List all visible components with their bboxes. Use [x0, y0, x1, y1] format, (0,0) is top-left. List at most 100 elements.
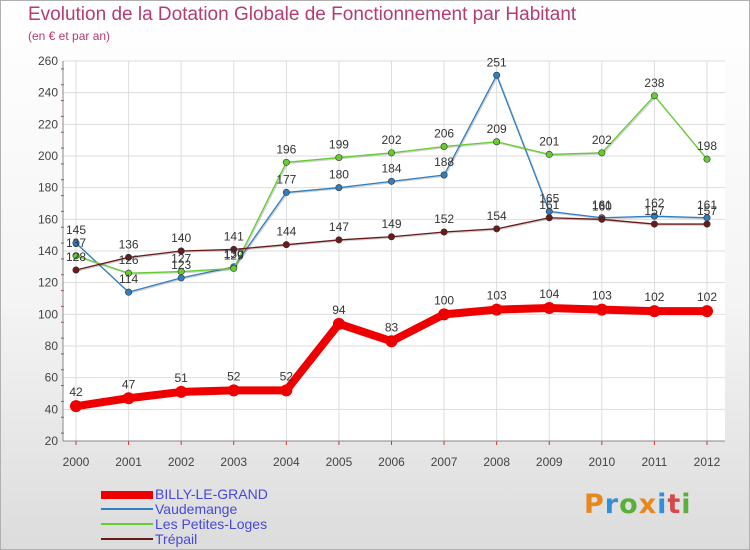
x-tick-label: 2012	[694, 455, 721, 469]
data-point	[440, 171, 448, 179]
data-label: 165	[539, 191, 559, 205]
x-tick-label: 2010	[588, 455, 615, 469]
y-tick-label: 140	[38, 244, 58, 258]
data-point	[282, 158, 290, 166]
data-label: 130	[224, 247, 244, 261]
legend: BILLY-LE-GRAND Vaudemange Les Petites-Lo…	[101, 486, 361, 547]
data-point	[72, 239, 80, 247]
data-point	[493, 138, 501, 146]
data-label: 198	[697, 139, 717, 153]
data-point	[543, 302, 556, 314]
data-point	[385, 335, 398, 348]
data-point	[177, 268, 185, 276]
y-tick-label: 100	[38, 307, 58, 321]
logo-letter: r	[604, 489, 620, 520]
data-label: 147	[329, 220, 349, 234]
data-point	[227, 384, 240, 397]
data-point	[701, 305, 713, 318]
x-tick-label: 2009	[536, 455, 563, 469]
data-label: 162	[644, 196, 664, 210]
data-label: 202	[592, 133, 612, 147]
legend-swatch-trepail	[101, 538, 153, 540]
legend-item-les-petites-loges[interactable]: Les Petites-Loges	[101, 516, 361, 532]
legend-swatch-les-petites-loges	[101, 523, 153, 525]
y-tick-label: 160	[38, 212, 58, 226]
x-tick-label: 2003	[220, 455, 247, 469]
data-label: 251	[487, 55, 507, 69]
y-tick-label: 120	[38, 276, 58, 290]
data-label: 206	[434, 127, 454, 141]
data-point	[438, 308, 451, 321]
data-label: 145	[66, 223, 86, 237]
data-label: 47	[122, 377, 136, 391]
data-point	[703, 220, 711, 228]
data-point	[230, 245, 238, 253]
data-label: 51	[174, 371, 188, 385]
data-point	[335, 184, 343, 192]
data-point	[493, 71, 501, 79]
data-point	[598, 215, 606, 223]
data-point	[72, 252, 80, 260]
data-label: 161	[697, 198, 717, 212]
data-label: 52	[227, 369, 241, 383]
data-label: 94	[332, 303, 346, 317]
data-point	[387, 177, 395, 185]
data-point	[332, 317, 345, 330]
data-label: 196	[276, 142, 296, 156]
data-point	[387, 149, 395, 157]
data-point	[335, 236, 343, 244]
data-label: 100	[434, 293, 454, 307]
data-point	[545, 150, 553, 158]
chart-title: Evolution de la Dotation Globale de Fonc…	[28, 4, 577, 25]
data-point	[282, 188, 290, 196]
data-point	[595, 303, 608, 316]
y-tick-label: 60	[45, 371, 59, 385]
data-point	[122, 392, 135, 405]
data-label: 177	[276, 172, 296, 186]
logo-letter: i	[657, 489, 668, 520]
logo-letter: x	[638, 489, 658, 520]
data-label: 137	[66, 236, 86, 250]
data-point	[175, 385, 188, 398]
data-label: 127	[171, 252, 191, 266]
data-point	[490, 303, 503, 316]
data-label: 144	[276, 225, 296, 239]
data-point	[545, 214, 553, 222]
legend-swatch-billy-le-grand	[101, 491, 153, 499]
legend-item-trepail[interactable]: Trépail	[101, 531, 361, 547]
legend-swatch-vaudemange	[101, 508, 153, 510]
y-tick-label: 20	[45, 434, 59, 448]
y-tick-label: 180	[38, 181, 58, 195]
x-tick-label: 2006	[378, 455, 405, 469]
data-point	[598, 149, 606, 157]
data-label: 123	[171, 258, 191, 272]
data-point	[648, 305, 661, 318]
data-point	[650, 92, 658, 100]
data-label: 104	[539, 287, 559, 301]
data-label: 202	[381, 133, 401, 147]
data-point	[650, 212, 658, 220]
data-label: 199	[329, 138, 349, 152]
legend-item-billy-le-grand[interactable]: BILLY-LE-GRAND	[101, 486, 361, 502]
data-label: 102	[697, 290, 717, 304]
data-point	[703, 155, 711, 163]
data-point	[650, 220, 658, 228]
logo-letter: o	[619, 489, 639, 520]
data-label: 136	[119, 237, 139, 251]
legend-label-vaudemange: Vaudemange	[155, 501, 238, 517]
y-tick-label: 80	[45, 339, 59, 353]
logo-letter: P	[584, 489, 605, 520]
data-label: 188	[434, 155, 454, 169]
legend-item-vaudemange[interactable]: Vaudemange	[101, 501, 361, 517]
data-point	[230, 264, 238, 272]
data-label: 152	[434, 212, 454, 226]
data-label: 154	[487, 209, 507, 223]
x-tick-label: 2008	[483, 455, 510, 469]
y-tick-label: 220	[38, 117, 58, 131]
y-tick-label: 40	[45, 402, 59, 416]
data-label: 184	[381, 161, 401, 175]
proxiti-logo: Proxiti	[584, 489, 692, 520]
data-point	[177, 247, 185, 255]
data-label: 126	[119, 253, 139, 267]
